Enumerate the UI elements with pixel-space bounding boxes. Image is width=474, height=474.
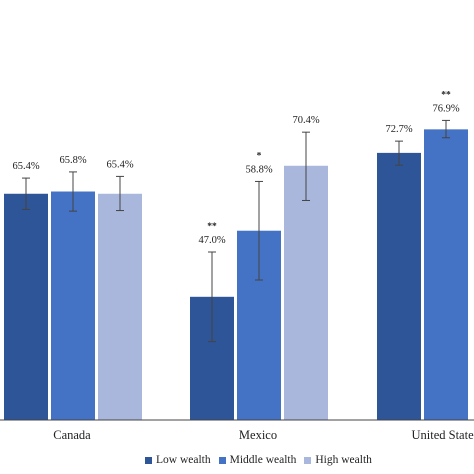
bar-mexico-high-wealth	[284, 165, 328, 420]
value-labels-layer: 65.4% 47.0% ** 72.7% 65.8% 58.8% * 76.9% ** 65.4%…	[12, 90, 459, 246]
significance-marker: *	[257, 151, 262, 161]
value-label: 65.4%	[106, 159, 133, 170]
legend: Low wealth Middle wealth High wealth	[145, 454, 380, 466]
significance-marker: **	[207, 222, 217, 232]
value-label: 72.7%	[385, 124, 412, 135]
legend-item: Low wealth	[145, 454, 211, 466]
bar-canada-high-wealth	[98, 193, 142, 420]
legend-swatch	[304, 456, 312, 464]
legend-label: High wealth	[315, 454, 372, 466]
significance-marker: **	[441, 90, 451, 100]
value-label: 58.8%	[245, 164, 272, 175]
bar-canada-low-wealth	[4, 193, 48, 420]
legend-item: Middle wealth	[218, 454, 297, 466]
bar-canada-middle-wealth	[51, 191, 95, 420]
value-label: 76.9%	[432, 103, 459, 114]
value-label: 70.4%	[292, 115, 319, 126]
x-tick-label: Canada	[53, 428, 91, 442]
legend-swatch	[145, 456, 152, 464]
bars-layer	[4, 129, 468, 421]
legend-label: Middle wealth	[229, 454, 297, 466]
legend-label: Low wealth	[156, 454, 211, 466]
error-bars-layer	[22, 119, 450, 343]
value-label: 65.8%	[59, 155, 86, 166]
value-label: 47.0%	[198, 235, 225, 246]
value-label: 65.4%	[12, 161, 39, 172]
x-tick-label: Mexico	[239, 428, 277, 442]
legend-swatch	[218, 456, 226, 464]
bar-united-states-middle-wealth	[424, 129, 468, 421]
bar-united-states-low-wealth	[377, 152, 421, 420]
x-tick-label: United States	[411, 428, 474, 442]
legend-item: High wealth	[304, 454, 372, 466]
x-tick-labels-layer: Canada Mexico United States	[53, 428, 474, 442]
